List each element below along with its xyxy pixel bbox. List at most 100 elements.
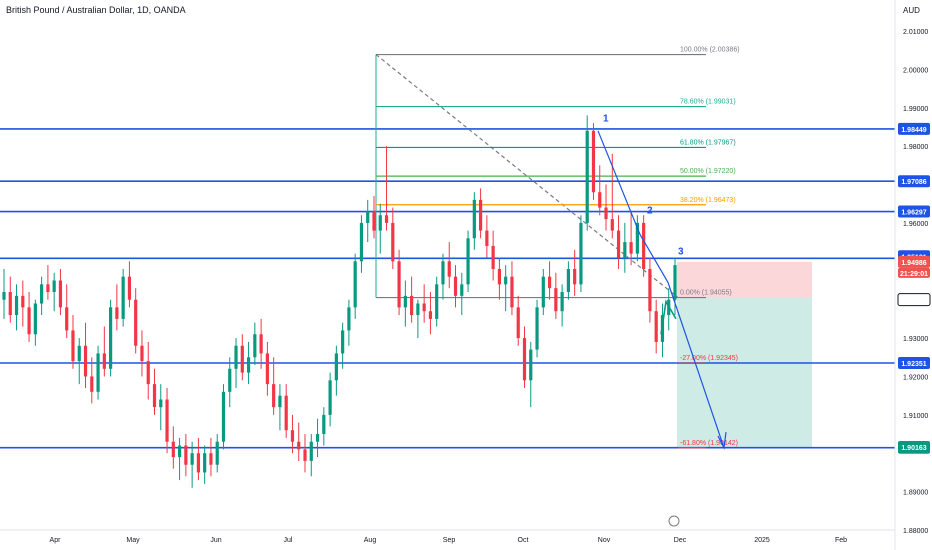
price-tick-label: 1.93000	[903, 336, 928, 343]
time-axis: Apr May Jun Jul Aug Sep Oct Nov Dec 2025 Feb	[0, 515, 895, 544]
price-tick-label: 1.89000	[903, 490, 928, 497]
candle-body	[309, 441, 313, 461]
candle-body	[604, 207, 608, 220]
candle-body	[234, 345, 238, 369]
time-tick-label: Aug	[364, 537, 377, 544]
fib-retracement: 100.00% (2.00386) 78.60% (1.99031) 61.80% …	[375, 47, 740, 449]
candle-body	[58, 280, 63, 308]
candle-body	[472, 199, 476, 239]
candlestick-series	[2, 115, 677, 488]
candle-body	[240, 345, 244, 373]
candle-body	[27, 307, 31, 335]
candle-body	[547, 276, 552, 289]
candle-body	[573, 268, 577, 285]
candle-body	[140, 345, 144, 362]
candle-body	[378, 215, 382, 231]
level-badge-text: 1.97086	[901, 179, 926, 186]
candle-body	[497, 268, 502, 285]
green-arrow	[660, 299, 677, 335]
fib-level-label: 0.00% (1.94055)	[680, 290, 732, 297]
wave-label: 3	[678, 246, 684, 257]
candle-body	[654, 311, 658, 342]
chart-title: British Pound / Australian Dollar, 1D, O…	[6, 5, 186, 15]
candle-body	[71, 330, 75, 362]
fib-level-label: 38.20% (1.96473)	[680, 197, 736, 204]
candle-body	[284, 395, 288, 431]
fib-level-label: 61.80% (1.97967)	[680, 139, 736, 146]
candle-body	[397, 261, 401, 308]
time-tick-label: Oct	[518, 537, 529, 544]
level-badge	[898, 122, 930, 135]
candle-body	[410, 295, 414, 316]
candle-body	[265, 353, 269, 385]
candle-body	[165, 399, 169, 442]
level-badge	[898, 205, 930, 218]
price-badge-text: 1.90163	[901, 445, 926, 452]
candle-body	[428, 311, 433, 319]
candle-body	[152, 384, 157, 408]
candle-body	[46, 284, 50, 293]
time-tick-label: Apr	[50, 537, 62, 544]
time-tick-label: Feb	[835, 537, 847, 544]
price-axis: 2.010002.000001.990001.980001.960001.950…	[894, 0, 932, 550]
price-tick-label: 1.92000	[903, 374, 928, 381]
price-badge	[897, 293, 931, 307]
candle-body	[121, 276, 125, 319]
candle-body	[115, 307, 119, 319]
candle-body	[322, 414, 326, 435]
candle-body	[372, 211, 376, 231]
candle-body	[485, 230, 489, 246]
candle-body	[33, 303, 37, 335]
candle-body	[341, 330, 345, 354]
candle-body	[447, 261, 451, 277]
candle-body	[221, 391, 226, 442]
candle-body	[353, 261, 357, 308]
candle-body	[422, 303, 426, 312]
candle-body	[215, 441, 219, 465]
price-tick-label: 2.00000	[903, 67, 928, 74]
candle-body	[591, 130, 596, 193]
candle-body	[642, 222, 646, 269]
price-tick-label: 1.91000	[903, 413, 928, 420]
time-tick-label: Jul	[284, 537, 293, 544]
candle-body	[96, 353, 100, 392]
wave-label: 1	[603, 114, 609, 125]
candle-body	[315, 434, 320, 442]
candle-body	[297, 441, 301, 450]
candle-body	[246, 357, 251, 373]
time-tick-label: May	[126, 537, 140, 544]
candle-body	[535, 307, 539, 350]
candle-body	[2, 292, 6, 300]
candle-body	[127, 276, 132, 300]
candle-body	[541, 276, 545, 308]
candle-body	[384, 215, 389, 223]
candle-body	[209, 453, 213, 465]
currency-label[interactable]: AUD	[903, 6, 920, 15]
candle-body	[566, 268, 570, 293]
candle-body	[65, 307, 69, 331]
candle-body	[83, 345, 88, 377]
price-tick-label: 1.96000	[903, 221, 928, 228]
price-tick-label: 2.01000	[903, 29, 928, 36]
candle-body	[673, 265, 677, 300]
candle-body	[516, 307, 520, 339]
candle-body	[441, 261, 445, 285]
fib-trend-line	[375, 54, 679, 299]
candle-body	[177, 445, 182, 458]
position-zones	[677, 261, 812, 448]
candle-body	[504, 276, 508, 285]
level-badge	[898, 356, 930, 369]
candle-body	[610, 219, 614, 231]
candle-body	[460, 284, 464, 296]
price-badge	[898, 440, 930, 453]
candle-body	[8, 292, 12, 316]
candle-body	[40, 284, 44, 304]
candle-body	[453, 276, 458, 296]
candle-body	[403, 295, 407, 308]
candle-body	[228, 368, 232, 392]
candle-body	[334, 353, 338, 381]
candle-body	[159, 399, 163, 408]
price-badge-text: 1.94986	[901, 260, 926, 267]
